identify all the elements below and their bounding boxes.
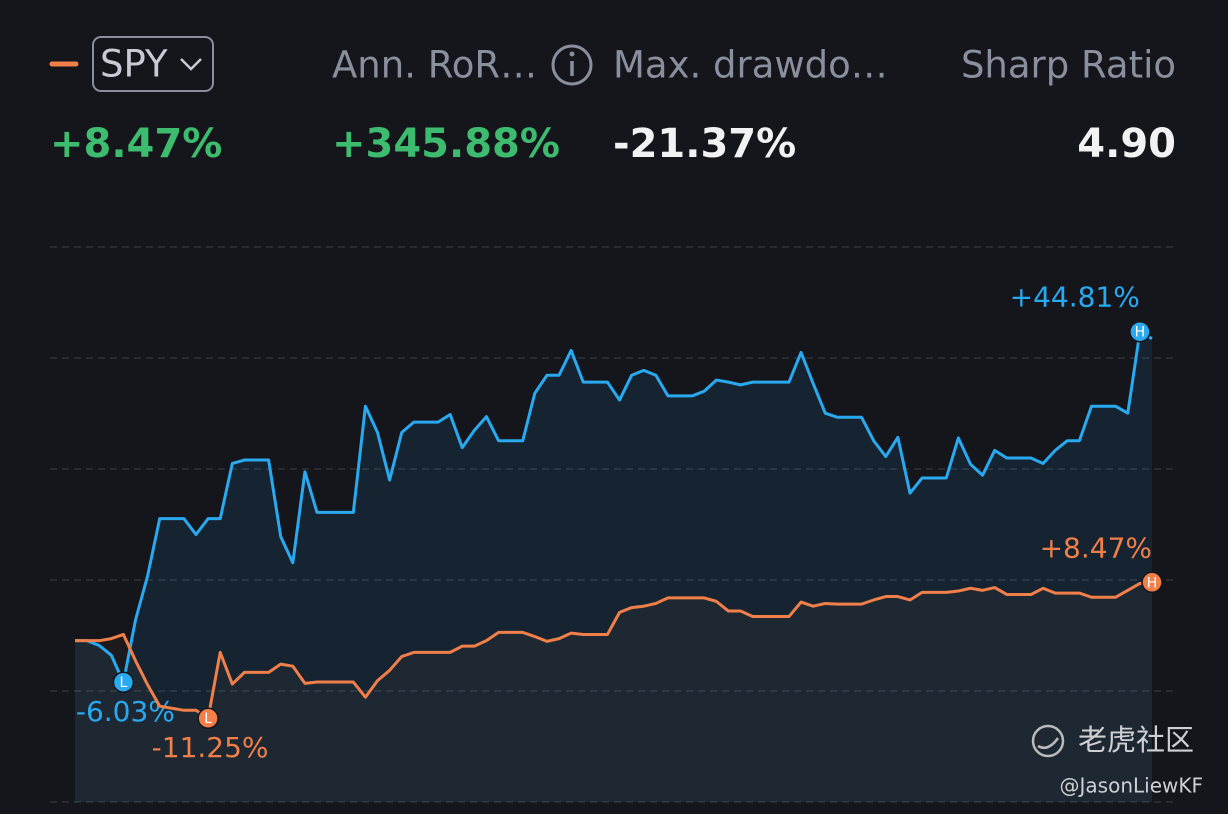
stat-label: Max. drawdo…: [613, 44, 888, 87]
info-dot[interactable]: [569, 51, 575, 57]
stat-value: +8.47%: [50, 121, 222, 167]
chevron[interactable]: [180, 58, 202, 71]
watermark-brand: 老虎社区: [1078, 723, 1194, 757]
extreme-marker: [1129, 320, 1151, 343]
stat-value: +345.88%: [332, 121, 560, 167]
symbol-dropdown[interactable]: SPY: [92, 36, 214, 92]
series-line: [75, 330, 1153, 684]
marker-letter: L: [204, 711, 212, 727]
plot: L -6.03% H +44.81% L -11.25% H +8.47%: [50, 246, 1176, 803]
extreme-marker: [112, 671, 135, 693]
watermark-handle: @JasonLiewKF: [1060, 774, 1203, 798]
dropdown-box[interactable]: [92, 36, 214, 92]
watermark-logo: [1037, 737, 1060, 749]
stat-label: Ann. RoR…: [332, 44, 537, 87]
value-label: +8.47%: [1040, 531, 1152, 564]
stat-label: Sharp Ratio: [961, 44, 1176, 87]
extreme-marker: [197, 707, 219, 729]
stat-value: 4.90: [1077, 121, 1176, 167]
info-circle[interactable]: [551, 44, 593, 86]
value-label: -11.25%: [152, 731, 269, 764]
watermark: 老虎社区 @JasonLiewKF: [1031, 723, 1203, 798]
series-line: [75, 580, 1153, 720]
marker-letter: H: [1135, 325, 1146, 341]
info-icon[interactable]: [551, 44, 593, 86]
stat-value: -21.37%: [613, 121, 796, 167]
extreme-marker: [1141, 571, 1163, 594]
area-fill: [75, 331, 1152, 802]
watermark-logo: [1031, 724, 1065, 758]
marker-letter: H: [1147, 575, 1158, 591]
value-label: +44.81%: [1010, 281, 1140, 314]
area-fill: [75, 582, 1152, 802]
value-label: -6.03%: [76, 695, 175, 728]
marker-letter: L: [119, 675, 127, 691]
legend-label[interactable]: SPY: [100, 43, 168, 86]
